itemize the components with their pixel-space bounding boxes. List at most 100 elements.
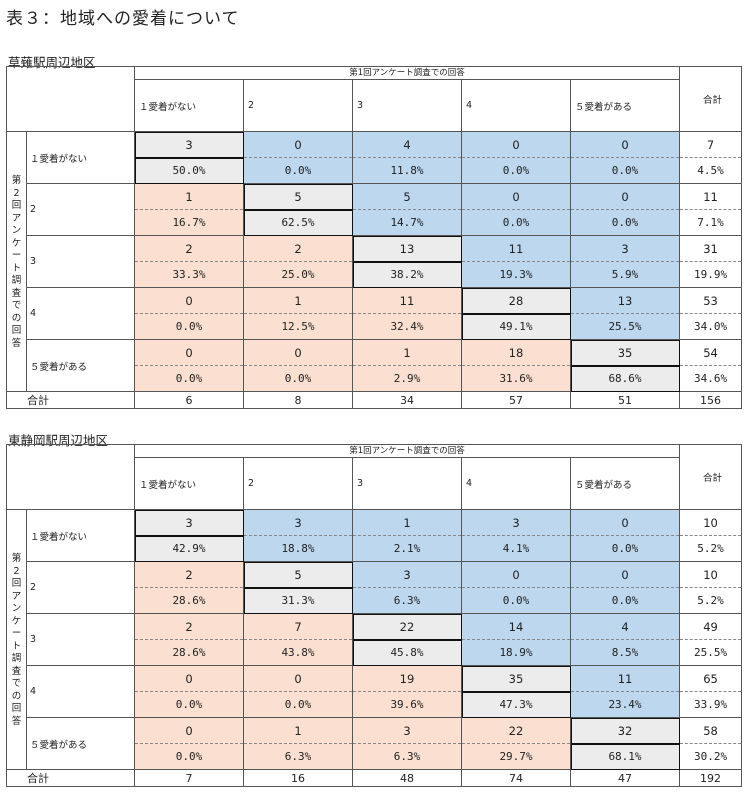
count-cell: 3 — [134, 131, 244, 158]
percent-cell: 0.0% — [569, 587, 681, 614]
corner-cell — [6, 66, 135, 132]
column-total-cell: 6 — [134, 391, 244, 409]
corner-cell — [6, 444, 135, 510]
count-cell: 0 — [569, 131, 681, 158]
percent-cell: 0.0% — [134, 743, 244, 770]
column-total-cell: 7 — [134, 769, 244, 787]
row-total-count: 10 — [679, 509, 743, 536]
percent-cell: 0.0% — [569, 157, 681, 184]
percent-cell: 0.0% — [243, 691, 353, 718]
percent-cell: 43.8% — [243, 639, 353, 666]
count-cell: 4 — [569, 613, 681, 640]
percent-cell: 31.6% — [461, 365, 571, 392]
row-total-count: 53 — [679, 287, 743, 314]
percent-cell: 0.0% — [134, 365, 244, 392]
side-label-char: 第 — [11, 175, 22, 186]
percent-cell: 2.1% — [352, 535, 462, 562]
row-total-count: 49 — [679, 613, 743, 640]
row-header: ５愛着がある — [26, 717, 135, 770]
percent-cell: 0.0% — [569, 209, 681, 236]
row-total-count: 58 — [679, 717, 743, 744]
percent-cell: 0.0% — [243, 365, 353, 392]
column-total-cell: 47 — [569, 769, 681, 787]
row-total-count: 65 — [679, 665, 743, 692]
row-total-count: 54 — [679, 339, 743, 366]
percent-cell: 29.7% — [461, 743, 571, 770]
count-cell: 0 — [134, 665, 244, 692]
percent-cell: 39.6% — [352, 691, 462, 718]
column-header: 4 — [461, 79, 571, 132]
side-label-char: で — [11, 678, 22, 689]
count-cell: 0 — [569, 183, 681, 210]
column-header-total: 合計 — [679, 66, 743, 132]
count-cell: 0 — [461, 561, 571, 588]
first-survey-header: 第1回アンケート調査での回答 — [133, 66, 681, 80]
count-cell: 5 — [352, 183, 462, 210]
count-cell: 11 — [461, 235, 571, 262]
count-cell: 0 — [569, 509, 681, 536]
side-label-char: 調 — [11, 653, 22, 664]
first-survey-header: 第1回アンケート調査での回答 — [133, 444, 681, 458]
percent-cell: 5.9% — [569, 261, 681, 288]
percent-cell: 31.3% — [243, 587, 353, 614]
side-label-char: 回 — [11, 200, 22, 211]
grand-total-cell: 192 — [679, 769, 743, 787]
percent-cell: 0.0% — [569, 535, 681, 562]
percent-cell: 0.0% — [134, 313, 244, 340]
side-label-char: の — [11, 690, 22, 702]
column-total-cell: 74 — [461, 769, 571, 787]
percent-cell: 14.7% — [352, 209, 462, 236]
percent-cell: 0.0% — [461, 209, 571, 236]
count-cell: 3 — [243, 509, 353, 536]
row-total-percent: 4.5% — [679, 157, 743, 184]
row-total-percent: 25.5% — [679, 639, 743, 666]
percent-cell: 25.0% — [243, 261, 353, 288]
percent-cell: 33.3% — [134, 261, 244, 288]
column-header: 2 — [243, 79, 353, 132]
count-cell: 1 — [352, 339, 462, 366]
count-cell: 0 — [134, 717, 244, 744]
percent-cell: 18.8% — [243, 535, 353, 562]
percent-cell: 18.9% — [461, 639, 571, 666]
percent-cell: 47.3% — [461, 691, 571, 718]
percent-cell: 45.8% — [352, 639, 462, 666]
side-label-char: 回 — [11, 578, 22, 589]
side-label-char: 答 — [11, 715, 22, 727]
count-cell: 3 — [352, 561, 462, 588]
sum-row-label: 合計 — [6, 391, 135, 409]
count-cell: 13 — [569, 287, 681, 314]
column-total-cell: 48 — [352, 769, 462, 787]
percent-cell: 12.5% — [243, 313, 353, 340]
row-header: １愛着がない — [26, 509, 135, 562]
count-cell: 3 — [461, 509, 571, 536]
side-label-char: 査 — [11, 287, 22, 299]
column-header: １愛着がない — [134, 79, 244, 132]
row-header: 2 — [26, 183, 135, 236]
count-cell: 5 — [243, 561, 353, 588]
percent-cell: 49.1% — [461, 313, 571, 340]
side-label-char: で — [11, 300, 22, 311]
percent-cell: 50.0% — [134, 157, 244, 184]
percent-cell: 38.2% — [352, 261, 462, 288]
side-label-char: ト — [11, 262, 22, 274]
column-header: ５愛着がある — [569, 79, 681, 132]
count-cell: 35 — [461, 665, 571, 692]
count-cell: 2 — [134, 561, 244, 588]
side-label-char: 査 — [11, 665, 22, 677]
row-total-percent: 5.2% — [679, 587, 743, 614]
side-label-char: ン — [11, 603, 22, 614]
count-cell: 32 — [569, 717, 681, 744]
count-cell: 0 — [569, 561, 681, 588]
count-cell: 19 — [352, 665, 462, 692]
percent-cell: 28.6% — [134, 587, 244, 614]
percent-cell: 62.5% — [243, 209, 353, 236]
percent-cell: 68.1% — [569, 743, 681, 770]
crosstab-table: 第1回アンケート調査での回答 合計 １愛着がない 2 3 4 ５愛着がある第 2 回アンケート調… — [6, 66, 743, 409]
row-total-count: 11 — [679, 183, 743, 210]
percent-cell: 0.0% — [461, 587, 571, 614]
percent-cell: 25.5% — [569, 313, 681, 340]
count-cell: 13 — [352, 235, 462, 262]
side-label-char: ア — [11, 212, 22, 224]
column-total-cell: 57 — [461, 391, 571, 409]
